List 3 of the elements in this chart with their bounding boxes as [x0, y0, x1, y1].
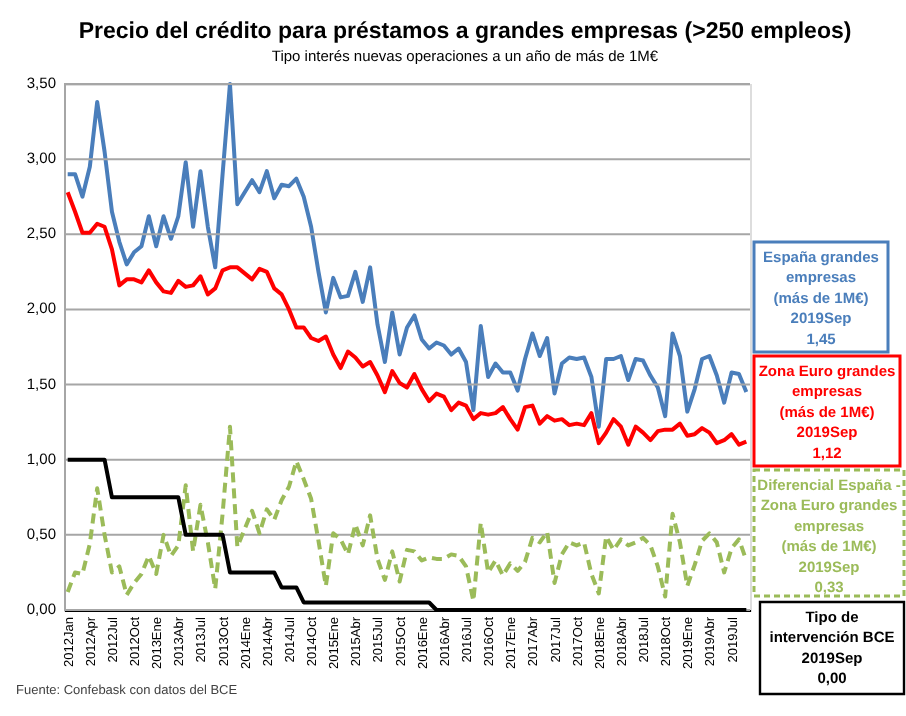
- line-series: [65, 424, 749, 603]
- line-series: [65, 190, 749, 447]
- chart-title: Precio del crédito para préstamos a grandes empresas (>250 empleos): [78, 20, 852, 44]
